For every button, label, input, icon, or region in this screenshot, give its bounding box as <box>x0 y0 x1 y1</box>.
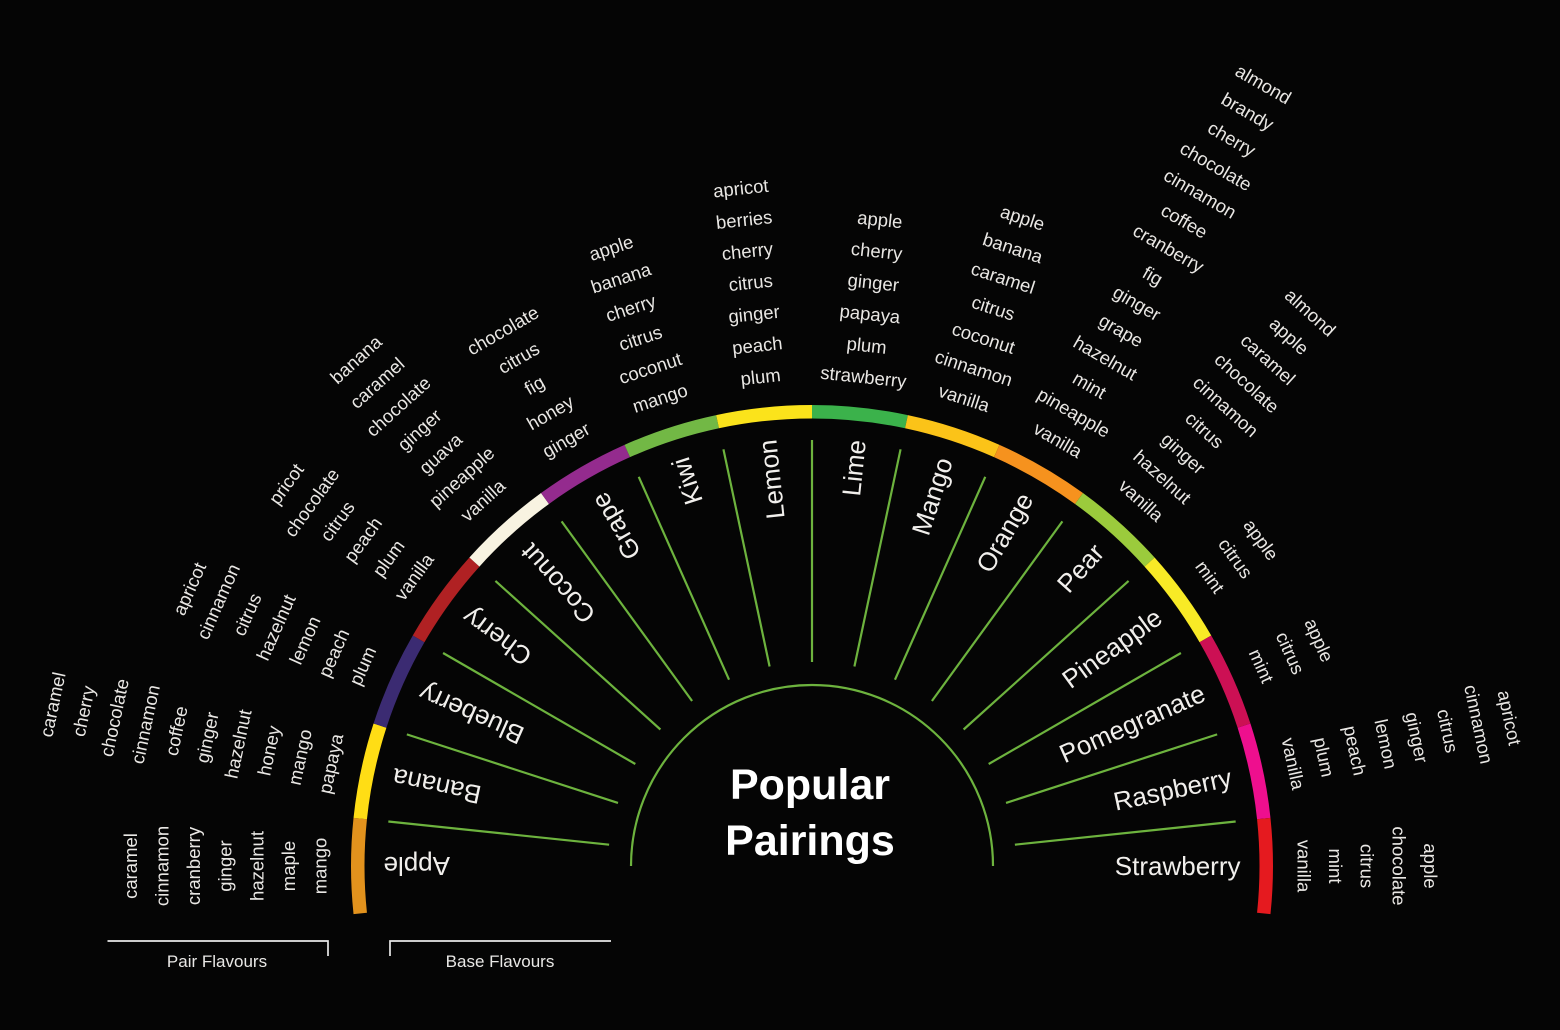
svg-text:cinnamon: cinnamon <box>151 826 172 906</box>
svg-text:chocolate: chocolate <box>1388 826 1409 905</box>
svg-text:cranberry: cranberry <box>183 826 204 905</box>
svg-text:citrus: citrus <box>1357 844 1378 888</box>
svg-text:apple: apple <box>1420 843 1441 888</box>
svg-text:Base Flavours: Base Flavours <box>446 952 555 971</box>
svg-text:mango: mango <box>309 838 330 895</box>
svg-text:peach: peach <box>731 332 783 358</box>
svg-text:Apple: Apple <box>384 851 451 881</box>
svg-text:Popular: Popular <box>730 761 890 809</box>
svg-text:Pairings: Pairings <box>725 817 895 865</box>
svg-text:Strawberry: Strawberry <box>1115 851 1241 881</box>
svg-text:apple: apple <box>856 207 903 233</box>
svg-text:mint: mint <box>1325 849 1346 884</box>
svg-text:hazelnut: hazelnut <box>246 831 267 901</box>
svg-text:caramel: caramel <box>120 833 141 899</box>
svg-text:Lime: Lime <box>836 438 872 497</box>
svg-text:Pair Flavours: Pair Flavours <box>167 952 267 971</box>
svg-text:citrus: citrus <box>728 270 774 296</box>
svg-text:plum: plum <box>846 333 888 358</box>
svg-text:vanilla: vanilla <box>1294 840 1315 893</box>
svg-text:plum: plum <box>740 364 782 389</box>
svg-text:ginger: ginger <box>215 840 236 891</box>
svg-text:maple: maple <box>278 841 299 891</box>
